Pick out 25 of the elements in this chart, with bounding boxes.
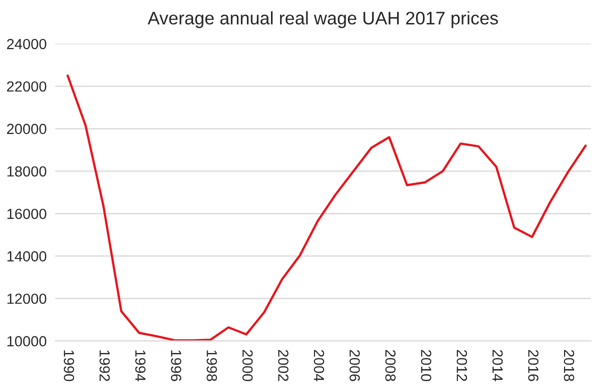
x-tick-label: 2012 [456,350,468,381]
x-tick-label: 1992 [100,350,110,381]
y-tick-label: 12000 [7,294,46,304]
y-tick-label: 10000 [7,336,46,346]
x-tick-label: 2000 [242,350,253,382]
y-tick-label: 14000 [7,251,46,262]
y-tick-label: 18000 [7,166,46,177]
x-tick-label: 2004 [314,350,324,382]
x-tick-label: 2008 [385,350,396,382]
x-tick-label: 1990 [64,350,74,382]
x-tick-label: 2006 [350,350,360,382]
x-tick-label: 1998 [206,350,217,382]
y-tick-label: 16000 [7,208,46,220]
x-tick-label: 1994 [135,350,146,382]
x-tick-label: 2002 [278,350,288,381]
x-tick-label: 2016 [528,350,538,382]
y-tick-label: 22000 [7,81,46,92]
x-tick-label: 2018 [564,350,574,382]
chart-title: Average annual real wage UAH 2017 prices [148,11,498,28]
x-tick-label: 2014 [492,350,503,382]
y-tick-label: 24000 [7,38,46,50]
x-tick-label: 1996 [170,350,182,382]
line-series [66,74,587,341]
x-tick-label: 2010 [420,350,432,382]
y-tick-label: 20000 [7,124,46,134]
